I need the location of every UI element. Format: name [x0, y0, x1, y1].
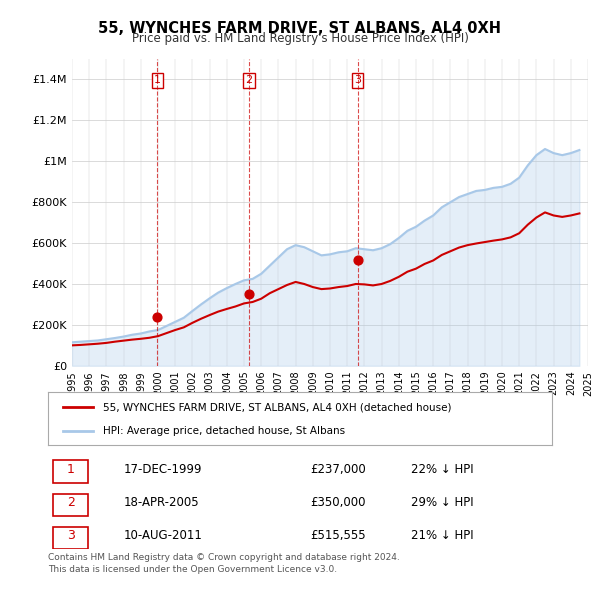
Text: 2: 2 — [67, 496, 74, 509]
Text: 17-DEC-1999: 17-DEC-1999 — [124, 463, 202, 476]
FancyBboxPatch shape — [53, 493, 88, 516]
Text: 10-AUG-2011: 10-AUG-2011 — [124, 529, 202, 542]
Text: 2: 2 — [245, 76, 253, 86]
Text: 55, WYNCHES FARM DRIVE, ST ALBANS, AL4 0XH (detached house): 55, WYNCHES FARM DRIVE, ST ALBANS, AL4 0… — [103, 402, 452, 412]
Text: 22% ↓ HPI: 22% ↓ HPI — [411, 463, 473, 476]
Text: Price paid vs. HM Land Registry's House Price Index (HPI): Price paid vs. HM Land Registry's House … — [131, 32, 469, 45]
Text: 21% ↓ HPI: 21% ↓ HPI — [411, 529, 473, 542]
Text: £350,000: £350,000 — [310, 496, 365, 509]
Text: 1: 1 — [67, 463, 74, 476]
Text: HPI: Average price, detached house, St Albans: HPI: Average price, detached house, St A… — [103, 425, 346, 435]
Point — [152, 313, 162, 322]
Text: 18-APR-2005: 18-APR-2005 — [124, 496, 199, 509]
Text: 3: 3 — [67, 529, 74, 542]
Point — [353, 255, 362, 265]
Text: 1: 1 — [154, 76, 161, 86]
Text: 29% ↓ HPI: 29% ↓ HPI — [411, 496, 473, 509]
Point — [244, 290, 254, 299]
Text: £237,000: £237,000 — [310, 463, 366, 476]
FancyBboxPatch shape — [53, 527, 88, 549]
FancyBboxPatch shape — [53, 460, 88, 483]
Text: This data is licensed under the Open Government Licence v3.0.: This data is licensed under the Open Gov… — [48, 565, 337, 574]
Text: 55, WYNCHES FARM DRIVE, ST ALBANS, AL4 0XH: 55, WYNCHES FARM DRIVE, ST ALBANS, AL4 0… — [98, 21, 502, 35]
Text: Contains HM Land Registry data © Crown copyright and database right 2024.: Contains HM Land Registry data © Crown c… — [48, 553, 400, 562]
Text: 3: 3 — [354, 76, 361, 86]
Text: £515,555: £515,555 — [310, 529, 366, 542]
